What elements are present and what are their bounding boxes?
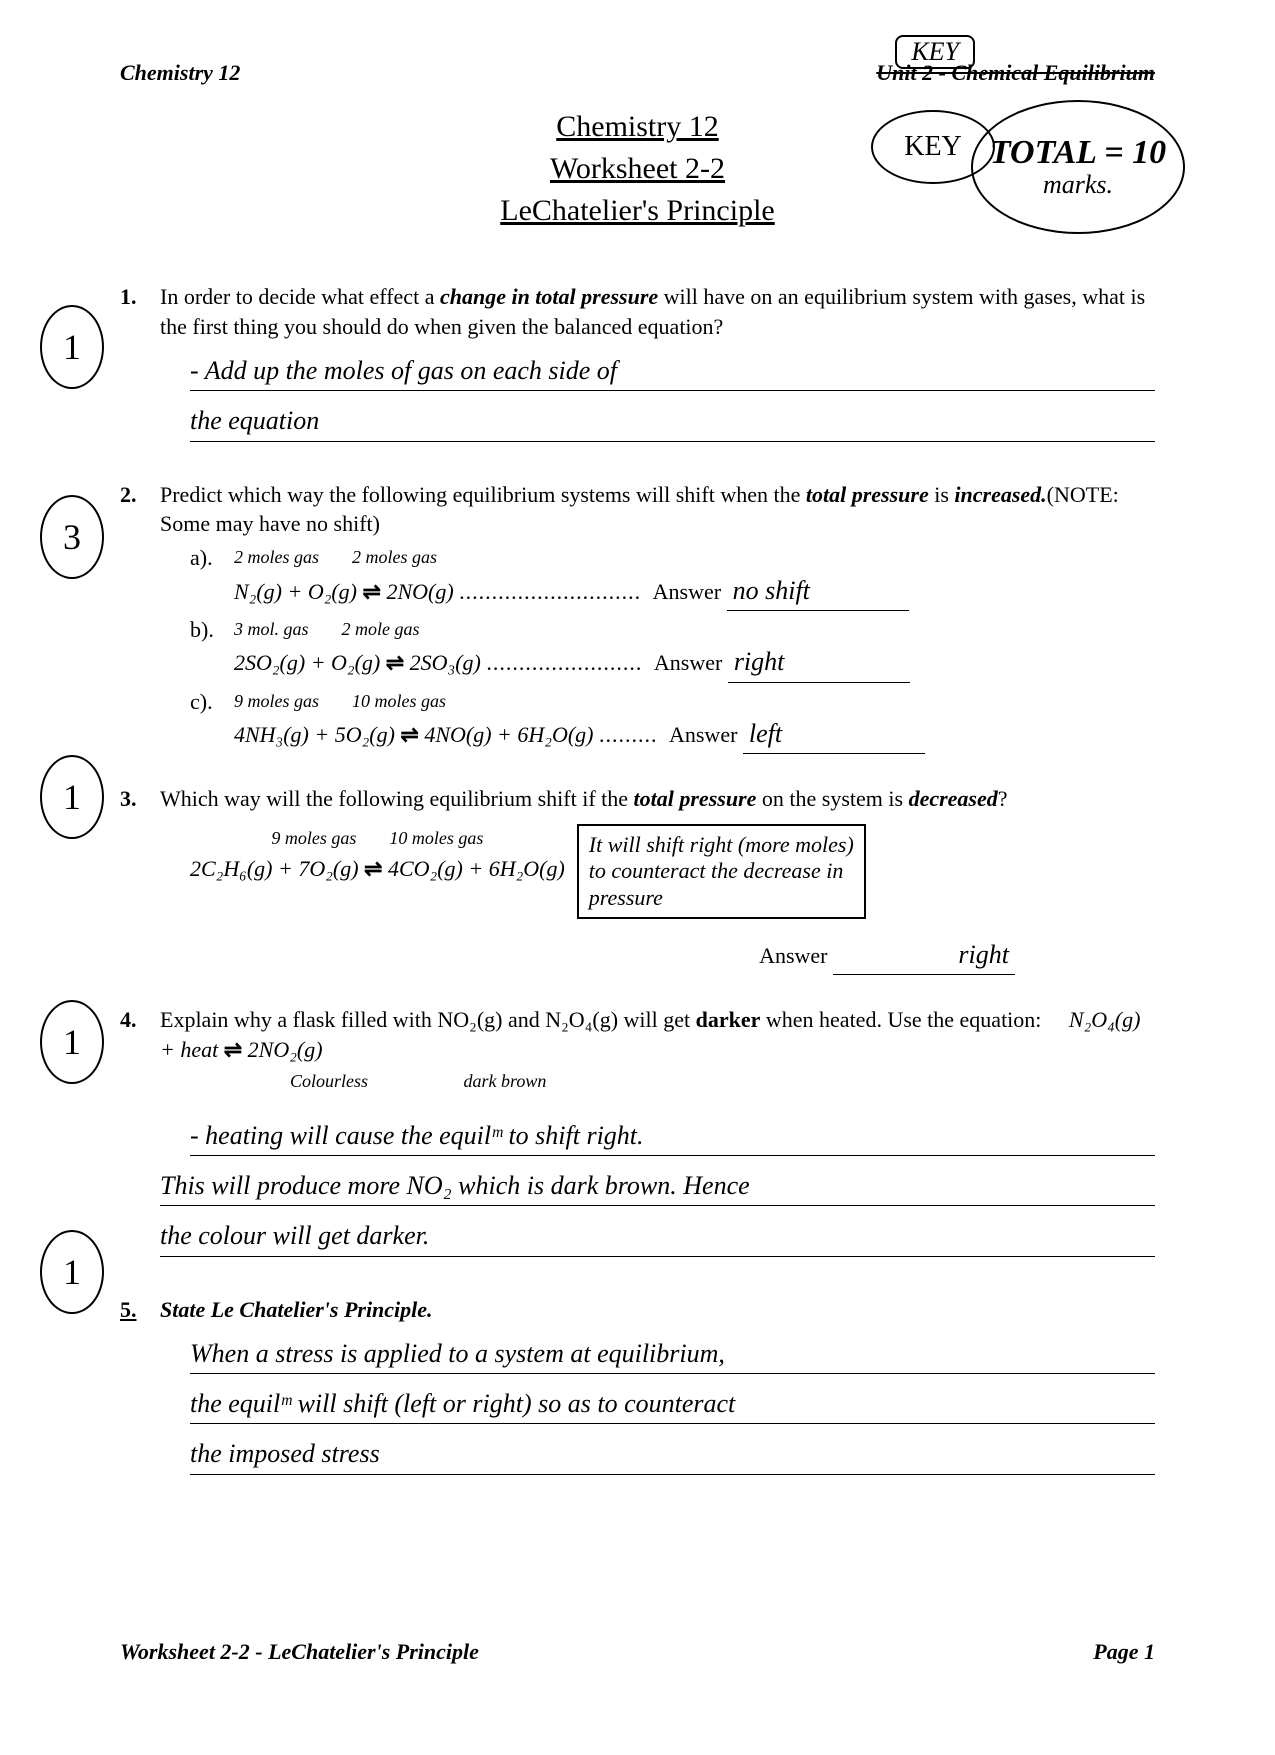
question-5: 5. State Le Chatelier's Principle. When …	[120, 1295, 1155, 1483]
q2a: a). 2 moles gas 2 moles gas N₂(g) + O₂(g…	[190, 543, 1155, 611]
q3-box-line3: pressure	[589, 885, 854, 911]
question-2: 2. Predict which way the following equil…	[120, 480, 1155, 755]
q2b-answer-label: Answer	[654, 650, 722, 675]
q2a-note-r: 2 moles gas	[352, 547, 437, 567]
equil-arrow-icon: ⇌	[386, 650, 404, 675]
q3-eqn-l: 2C₂H₆(g) + 7O₂(g)	[190, 856, 359, 881]
q3-answer-label: Answer	[759, 943, 827, 968]
q5-answer-line3: the imposed stress	[190, 1432, 1155, 1474]
q4-score: 1	[40, 1000, 104, 1084]
q5-prompt: State Le Chatelier's Principle.	[160, 1297, 433, 1322]
q3-explanation-box: It will shift right (more moles) to coun…	[577, 824, 866, 919]
q4-prompt-em: darker	[696, 1007, 761, 1032]
q4-color-r: dark brown	[464, 1071, 547, 1091]
q2-number: 2.	[120, 480, 160, 755]
q3-number: 3.	[120, 784, 160, 975]
q4-prompt-a: Explain why a flask filled with NO₂(g) a…	[160, 1007, 696, 1032]
q2b: b). 3 mol. gas 2 mole gas 2SO₂(g) + O₂(g…	[190, 615, 1155, 683]
q3-prompt-em2: decreased	[909, 786, 998, 811]
q5-score: 1	[40, 1230, 104, 1314]
page-header: Chemistry 12 Unit 2 - Chemical Equilibri…	[120, 60, 1155, 86]
q3-prompt-b: on the system is	[756, 786, 908, 811]
q1-number: 1.	[120, 282, 160, 450]
q1-prompt-a: In order to decide what effect a	[160, 284, 440, 309]
q2c-note-r: 10 moles gas	[352, 691, 446, 711]
q3-prompt-a: Which way will the following equilibrium…	[160, 786, 634, 811]
q2a-eqn-l: N₂(g) + O₂(g)	[234, 579, 357, 604]
q1-prompt-em: change in total pressure	[440, 284, 658, 309]
q4-eqn-r: 2NO₂(g)	[248, 1037, 323, 1062]
total-line2: marks.	[1043, 171, 1113, 200]
q4-answer-line1: - heating will cause the equilᵐ to shift…	[190, 1114, 1155, 1156]
q3-prompt-em: total pressure	[634, 786, 757, 811]
question-1: 1. In order to decide what effect a chan…	[120, 282, 1155, 450]
q2-prompt-b: is	[929, 482, 955, 507]
q3-answer: right	[833, 937, 1015, 975]
q2a-answer: no shift	[727, 573, 909, 611]
q2-prompt-em: total pressure	[806, 482, 929, 507]
equil-arrow-icon: ⇌	[224, 1037, 242, 1062]
equil-arrow-icon: ⇌	[363, 579, 381, 604]
equil-arrow-icon: ⇌	[400, 722, 418, 747]
q4-prompt-b: when heated. Use the equation:	[760, 1007, 1041, 1032]
q2a-label: a).	[190, 543, 234, 573]
question-3: 3. Which way will the following equilibr…	[120, 784, 1155, 975]
q2c-eqn-r: 4NO(g) + 6H₂O(g)	[424, 722, 593, 747]
q3-score: 1	[40, 755, 104, 839]
total-line1: TOTAL = 10	[990, 134, 1166, 171]
worksheet-page: KEY KEY TOTAL = 10 marks. Chemistry 12 U…	[0, 0, 1275, 1755]
q3-box-line1: It will shift right (more moles)	[589, 832, 854, 858]
q3-eqn-r: 4CO₂(g) + 6H₂O(g)	[388, 856, 565, 881]
footer-right: Page 1	[1093, 1639, 1155, 1665]
q1-score: 1	[40, 305, 104, 389]
q5-answer-line1: When a stress is applied to a system at …	[190, 1332, 1155, 1374]
total-marks-circle: TOTAL = 10 marks.	[971, 100, 1185, 234]
q2a-answer-label: Answer	[653, 579, 721, 604]
q2a-note-l: 2 moles gas	[234, 547, 319, 567]
q4-color-l: Colourless	[290, 1071, 368, 1091]
q4-answer-line2: This will produce more NO₂ which is dark…	[160, 1164, 1155, 1206]
q2b-note-r: 2 mole gas	[342, 619, 420, 639]
question-4: 4. Explain why a flask filled with NO₂(g…	[120, 1005, 1155, 1264]
q3-box-line2: to counteract the decrease in	[589, 858, 854, 884]
q3-note-r: 10 moles gas	[389, 828, 483, 848]
q2c-eqn-l: 4NH₃(g) + 5O₂(g)	[234, 722, 395, 747]
equil-arrow-icon: ⇌	[364, 856, 382, 881]
q2c-label: c).	[190, 687, 234, 717]
q2c-note-l: 9 moles gas	[234, 691, 319, 711]
q2b-answer: right	[728, 644, 910, 682]
q2c-answer: left	[743, 716, 925, 754]
q3-prompt-c: ?	[998, 786, 1008, 811]
q2b-note-l: 3 mol. gas	[234, 619, 309, 639]
q2-score: 3	[40, 495, 104, 579]
page-footer: Worksheet 2-2 - LeChatelier's Principle …	[120, 1639, 1155, 1665]
q2-prompt-a: Predict which way the following equilibr…	[160, 482, 806, 507]
q2c: c). 9 moles gas 10 moles gas 4NH₃(g) + 5…	[190, 687, 1155, 755]
q2b-eqn-l: 2SO₂(g) + O₂(g)	[234, 650, 380, 675]
q3-note-l: 9 moles gas	[271, 828, 356, 848]
q5-answer-line2: the equilᵐ will shift (left or right) so…	[190, 1382, 1155, 1424]
q2-prompt-em2: increased.	[954, 482, 1046, 507]
q1-answer-line1: - Add up the moles of gas on each side o…	[190, 349, 1155, 391]
q2c-answer-label: Answer	[669, 722, 737, 747]
key-stamp-top: KEY	[895, 35, 975, 69]
q1-answer-line2: the equation	[190, 399, 1155, 441]
footer-left: Worksheet 2-2 - LeChatelier's Principle	[120, 1639, 479, 1665]
q2b-eqn-r: 2SO₃(g)	[410, 650, 481, 675]
q4-answer-line3: the colour will get darker.	[160, 1214, 1155, 1256]
q2a-eqn-r: 2NO(g)	[386, 579, 453, 604]
q2b-label: b).	[190, 615, 234, 645]
header-left: Chemistry 12	[120, 60, 240, 86]
q5-number: 5.	[120, 1295, 160, 1483]
q4-number: 4.	[120, 1005, 160, 1264]
